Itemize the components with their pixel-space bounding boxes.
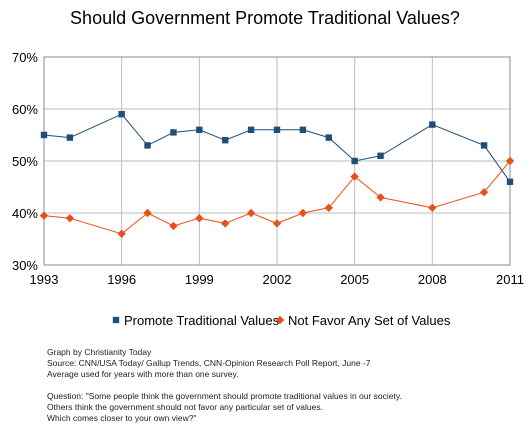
data-point-diamond [65, 214, 75, 223]
x-tick-label: 2011 [496, 272, 524, 287]
data-point-diamond [376, 193, 385, 202]
data-point-square [247, 126, 255, 133]
note-question-2: Others think the government should not f… [47, 402, 323, 412]
x-tick-label: 2005 [340, 272, 369, 287]
data-point-square [112, 316, 120, 324]
chart-series [39, 111, 515, 238]
data-point-diamond [275, 315, 285, 325]
data-point-diamond [195, 214, 204, 223]
y-tick-label: 50% [12, 154, 38, 169]
data-point-square [222, 137, 229, 144]
chart-grid [43, 56, 511, 266]
y-tick-label: 60% [12, 102, 38, 117]
x-tick-label: 2002 [263, 272, 292, 287]
y-tick-label: 30% [12, 258, 38, 273]
data-point-square [351, 157, 358, 165]
note-credit: Graph by Christianity Today [47, 347, 152, 357]
data-point-diamond [143, 208, 152, 218]
chart-axes: 30% 40% 50% 60% 70% 1993 1996 1999 2002 2005 2008 2… [12, 50, 524, 287]
legend-label-1: Promote Traditional Values [124, 313, 280, 328]
data-point-square [480, 142, 488, 149]
data-point-diamond [246, 208, 256, 218]
x-tick-label: 1993 [30, 272, 59, 287]
data-point-diamond [272, 219, 282, 228]
data-point-diamond [324, 203, 333, 212]
x-tick-label: 1999 [185, 272, 214, 287]
data-point-diamond [479, 188, 489, 197]
data-point-square [273, 126, 281, 133]
data-point-square [377, 152, 384, 159]
data-point-square [429, 121, 436, 128]
data-point-square [170, 129, 177, 136]
data-point-diamond [428, 203, 437, 212]
chart-title: Should Government Promote Traditional Va… [70, 8, 460, 28]
data-point-square [66, 134, 74, 141]
chart-notes: Graph by Christianity Today Source: CNN/… [47, 347, 402, 424]
series-line-2 [43, 160, 511, 235]
data-point-square [144, 142, 151, 149]
data-point-diamond [39, 211, 49, 220]
note-question-3: Which comes closer to your own view?" [47, 413, 197, 423]
note-average: Average used for years with more than on… [47, 369, 239, 379]
data-point-diamond [221, 219, 230, 228]
data-point-square [118, 111, 125, 118]
data-point-diamond [350, 172, 359, 181]
data-point-diamond [298, 208, 308, 218]
legend-label-2: Not Favor Any Set of Values [288, 313, 451, 328]
chart-legend: Promote Traditional Values Not Favor Any … [112, 313, 451, 328]
data-point-diamond [117, 229, 126, 238]
data-point-square [506, 178, 514, 185]
data-point-diamond [169, 221, 178, 231]
data-point-square [196, 126, 203, 133]
note-source: Source: CNN/USA Today/ Gallup Trends, CN… [47, 358, 371, 368]
note-question-1: Question: "Some people think the governm… [47, 391, 402, 401]
data-point-square [40, 131, 48, 139]
series-line-1 [43, 113, 511, 183]
x-tick-label: 2008 [418, 272, 447, 287]
x-tick-label: 1996 [107, 272, 136, 287]
data-point-square [299, 126, 307, 133]
data-point-square [325, 134, 332, 141]
data-point-diamond [505, 156, 515, 166]
y-tick-label: 40% [12, 206, 38, 221]
y-tick-label: 70% [12, 50, 38, 65]
